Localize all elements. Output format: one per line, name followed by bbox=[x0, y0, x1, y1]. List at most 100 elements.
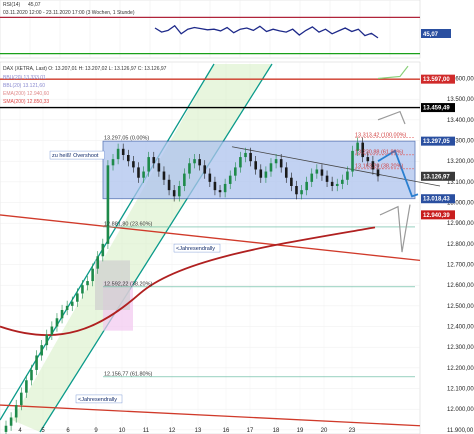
forecast-arrow-blue bbox=[377, 149, 419, 198]
y-tick-label: 12.900,00 bbox=[447, 221, 474, 227]
y-tick-label: 12.700,00 bbox=[447, 263, 474, 269]
price-badge-text: 13.597,00 bbox=[423, 77, 450, 83]
x-axis: 4 5 6 9 10 11 12 13 16 17 18 19 20 23 bbox=[18, 428, 356, 434]
y-tick-label: 13.300,00 bbox=[447, 139, 474, 145]
candle-body bbox=[315, 169, 319, 174]
sub-legends: BBU(20) 13.333,01 BBL(20) 13.121,60 EMA(20… bbox=[3, 75, 49, 105]
grey-zone bbox=[95, 260, 130, 310]
x-tick-label: 13 bbox=[195, 428, 202, 434]
candle-body bbox=[228, 175, 232, 184]
candle-body bbox=[376, 169, 380, 177]
price-badge bbox=[421, 171, 455, 181]
candle-body bbox=[264, 171, 268, 178]
candle-body bbox=[40, 345, 43, 356]
level-label: 12.156,77 (61.80%) bbox=[104, 371, 152, 377]
candle-body bbox=[305, 181, 308, 191]
x-tick-label: 4 bbox=[18, 428, 22, 434]
y-axis: 11.900,00 12.000,00 12.100,00 12.200,00 12.3… bbox=[447, 77, 474, 434]
price-badge-text: 13.018,43 bbox=[423, 197, 450, 203]
candle-body bbox=[249, 152, 252, 162]
candle-body bbox=[172, 190, 176, 197]
y-tick-label: 12.200,00 bbox=[447, 366, 474, 372]
candle-body bbox=[284, 167, 288, 178]
x-tick-label: 19 bbox=[297, 428, 304, 434]
x-tick-label: 12 bbox=[169, 428, 176, 434]
y-tick-label: 12.300,00 bbox=[447, 345, 474, 351]
candle-body bbox=[300, 190, 303, 195]
candle-body bbox=[177, 186, 181, 197]
y-tick-label: 13.600,00 bbox=[447, 77, 474, 83]
forecast-arrow-grey-up bbox=[377, 110, 406, 125]
candle-body bbox=[116, 148, 120, 160]
candle-body bbox=[223, 183, 227, 193]
sub-legend-text: EMA(200) 12.940,60 bbox=[3, 91, 49, 97]
candle-body bbox=[137, 167, 140, 178]
y-tick-label: 12.600,00 bbox=[447, 283, 474, 289]
candle-body bbox=[198, 159, 201, 166]
sub-legend-text: BBL(20) 13.121,60 bbox=[3, 83, 45, 89]
candle-body bbox=[188, 163, 191, 174]
candle-body bbox=[183, 173, 186, 186]
candle-body bbox=[239, 157, 242, 168]
candle-body bbox=[106, 165, 110, 244]
y-tick-label: 13.000,00 bbox=[447, 201, 474, 207]
level-label: 13.297,05 (0.00%) bbox=[104, 136, 149, 142]
x-tick-label: 17 bbox=[247, 428, 254, 434]
y-tick-label: 13.400,00 bbox=[447, 118, 474, 124]
y-tick-label: 13.100,00 bbox=[447, 180, 474, 186]
candle-body bbox=[274, 159, 278, 164]
price-badge-text: 13.297,05 bbox=[423, 139, 450, 145]
annotation-text: <Jahresendrally bbox=[78, 397, 117, 403]
candle-body bbox=[279, 159, 283, 168]
candle-body bbox=[325, 175, 329, 182]
y-tick-label: 12.800,00 bbox=[447, 242, 474, 248]
candle-body bbox=[142, 171, 145, 178]
candle-body bbox=[70, 301, 74, 306]
rsi-range-text: 03.11.2020 12:00 - 23.11.2020 17:00 (3 W… bbox=[3, 10, 135, 16]
annotation-text: <Jahresendrally bbox=[176, 246, 215, 252]
diagonal-red-line-upper bbox=[0, 214, 421, 262]
candle-body bbox=[193, 159, 196, 164]
trend-channel-lower bbox=[39, 63, 273, 433]
candle-body bbox=[14, 405, 18, 418]
candle-body bbox=[25, 380, 28, 393]
candle-body bbox=[19, 392, 23, 406]
level-label: 12.592,22 (38.20%) bbox=[104, 281, 152, 287]
candle-body bbox=[4, 425, 8, 432]
x-tick-label: 18 bbox=[273, 428, 280, 434]
candle-body bbox=[96, 256, 100, 269]
candle-body bbox=[55, 318, 59, 327]
x-tick-label: 9 bbox=[94, 428, 98, 434]
price-badge bbox=[421, 194, 455, 204]
annotation-box bbox=[75, 394, 123, 404]
candle-body bbox=[366, 157, 370, 162]
candle-body bbox=[295, 186, 298, 195]
level-label: 13.313,42 (100.00%) bbox=[355, 132, 407, 138]
level-label: 13.230,88 (61.80%) bbox=[355, 149, 403, 155]
candle-body bbox=[121, 148, 125, 155]
candle-body bbox=[127, 155, 130, 162]
sub-legend-text: SMA(200) 12.850,33 bbox=[3, 99, 49, 105]
candle-body bbox=[60, 310, 64, 319]
candle-body bbox=[111, 159, 115, 166]
annotation-box bbox=[49, 150, 105, 160]
candle-body bbox=[218, 190, 222, 193]
fibonacci-levels bbox=[103, 137, 415, 378]
price-badge-text: 13.126,97 bbox=[423, 174, 450, 180]
y-tick-label: 13.200,00 bbox=[447, 159, 474, 165]
candle-body bbox=[244, 152, 247, 158]
rsi-value-badge-text: 45,07 bbox=[423, 32, 439, 38]
candle-body bbox=[356, 142, 359, 151]
candle-body bbox=[310, 173, 314, 182]
ema-curve bbox=[0, 226, 376, 337]
price-badges: 13.597,00 13.459,49 13.297,05 13.126,97 13.0… bbox=[421, 74, 455, 220]
rsi-legend-name: RSI(14) bbox=[3, 2, 21, 8]
level-label: 13.163,20 (38.20%) bbox=[355, 163, 403, 169]
level-labels: 13.297,05 (0.00%) 12.881,80 (23.60%) 12.59… bbox=[104, 132, 407, 377]
candle-body bbox=[371, 161, 375, 170]
y-tick-label: 12.400,00 bbox=[447, 325, 474, 331]
candle-body bbox=[254, 161, 257, 170]
x-tick-label: 23 bbox=[349, 428, 356, 434]
candle-body bbox=[341, 179, 344, 184]
candle-body bbox=[259, 169, 263, 178]
